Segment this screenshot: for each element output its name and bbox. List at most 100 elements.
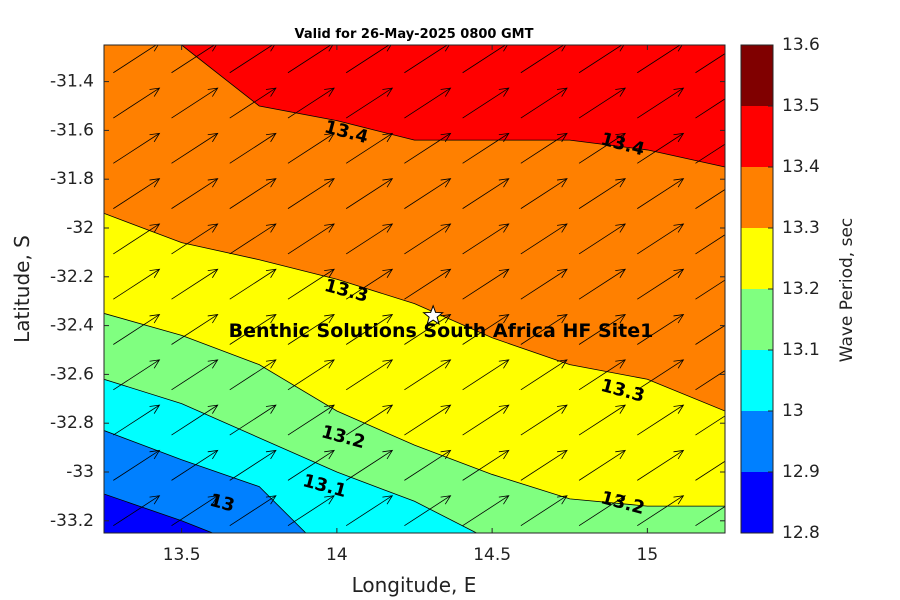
vector-arrow <box>287 45 334 74</box>
vector-arrow <box>229 404 277 436</box>
contour-lines <box>104 45 725 533</box>
vector-arrow <box>229 45 275 74</box>
vector-arrow <box>637 495 685 527</box>
vector-arrow <box>637 45 683 74</box>
site-label: Benthic Solutions South Africa HF Site1 <box>229 320 654 342</box>
vector-arrow <box>287 404 335 436</box>
colorbar-swatch <box>741 45 773 106</box>
vector-arrow <box>637 359 685 391</box>
vector-arrow <box>287 132 335 164</box>
vector-arrow <box>404 359 452 391</box>
contour-line-13.4 <box>181 45 725 168</box>
vector-arrow <box>462 87 510 119</box>
colorbar-swatch <box>741 228 773 289</box>
vector-arrow <box>520 495 568 527</box>
vector-arrow <box>229 268 277 300</box>
vector-arrow <box>520 314 568 345</box>
vector-arrow <box>287 314 335 345</box>
vector-arrow <box>637 132 685 164</box>
vector-arrow <box>695 324 725 345</box>
y-tick-label: -32.6 <box>50 364 94 384</box>
colorbar-swatch <box>741 350 773 411</box>
vector-arrow <box>113 495 161 527</box>
vector-arrow <box>462 359 510 391</box>
vector-arrow <box>345 449 394 481</box>
vector-arrow <box>113 314 161 345</box>
vector-arrow <box>404 314 452 345</box>
vector-arrow <box>345 359 394 391</box>
vector-arrow <box>229 314 277 345</box>
vector-arrow <box>229 495 277 527</box>
vector-arrow <box>637 178 685 209</box>
contour-line-13.3 <box>104 212 725 412</box>
colorbar-swatch <box>741 472 773 533</box>
contour-plot-area <box>104 45 725 533</box>
y-tick-label: -32.4 <box>50 316 94 336</box>
vector-arrow <box>695 415 725 436</box>
x-tick-label: 15 <box>637 545 659 565</box>
vector-arrow <box>229 178 277 209</box>
vector-arrow <box>113 178 161 209</box>
vector-arrow <box>695 98 725 119</box>
y-axis-ticks: -31.4 -31.6 -31.8 -32 -32.2 -32.4 -32.6 -32.8 -3… <box>50 72 725 531</box>
vector-arrow <box>345 404 394 436</box>
vector-arrow <box>171 223 219 255</box>
contour-line-13.1 <box>104 378 477 533</box>
vector-arrow <box>520 449 568 481</box>
vector-arrow <box>695 279 725 300</box>
site-star-icon <box>422 304 444 326</box>
x-tick-label: 14.5 <box>473 545 511 565</box>
vector-arrow <box>404 495 452 527</box>
site-marker-group: Benthic Solutions South Africa HF Site1 <box>229 304 654 342</box>
vector-arrow <box>462 495 510 527</box>
vector-arrow <box>578 132 626 164</box>
vector-arrow <box>171 87 219 119</box>
y-tick-label: -33 <box>66 462 94 482</box>
contour-line-12.9 <box>104 493 213 533</box>
vector-arrow <box>695 234 725 255</box>
vector-arrow <box>520 359 568 391</box>
vector-arrow <box>345 495 394 527</box>
vector-arrow <box>578 87 626 119</box>
vector-arrow <box>462 449 510 481</box>
vector-arrow <box>404 87 452 119</box>
vector-arrow <box>171 132 219 164</box>
colorbar: 12.8 12.9 13 13.1 13.2 13.3 13.4 13.5 13.6 <box>740 35 820 543</box>
x-axis-ticks: 13.5 14 14.5 15 <box>163 45 659 565</box>
y-tick-label: -32.2 <box>50 267 94 287</box>
vector-arrow <box>404 223 452 255</box>
vector-arrow <box>404 45 450 74</box>
colorbar-tick-label: 12.9 <box>782 462 820 482</box>
x-axis-label: Longitude, E <box>352 573 477 597</box>
vector-arrow <box>578 359 626 391</box>
vector-arrow <box>637 449 685 481</box>
vector-arrow <box>462 45 508 74</box>
colorbar-swatch <box>741 106 773 167</box>
vector-arrow <box>171 268 219 300</box>
vector-arrow <box>229 87 277 119</box>
vector-arrow <box>345 314 394 345</box>
colorbar-tick-label: 12.8 <box>782 523 820 543</box>
y-tick-label: -32.8 <box>50 413 94 433</box>
vector-arrow <box>171 449 219 481</box>
colorbar-tick-label: 13.1 <box>782 340 820 360</box>
vector-arrow <box>345 178 394 209</box>
vector-arrow <box>520 223 568 255</box>
vector-arrow <box>695 370 725 391</box>
vector-arrow <box>578 223 626 255</box>
vector-arrow <box>345 268 394 300</box>
band-13.4 <box>181 45 725 167</box>
contour-line-13.2 <box>104 313 725 507</box>
colorbar-tick-label: 13.6 <box>782 35 820 55</box>
colorbar-tick-label: 13.3 <box>782 218 820 238</box>
vector-arrow <box>404 268 452 300</box>
vector-arrow <box>462 132 510 164</box>
colorbar-tick-label: 13.4 <box>782 157 820 177</box>
vector-arrow <box>578 178 626 209</box>
vector-arrow <box>695 506 725 527</box>
vector-arrow <box>578 45 625 74</box>
colorbar-swatch <box>741 411 773 472</box>
vector-arrow <box>520 178 568 209</box>
vector-arrow <box>229 132 277 164</box>
vector-arrow <box>113 132 161 164</box>
